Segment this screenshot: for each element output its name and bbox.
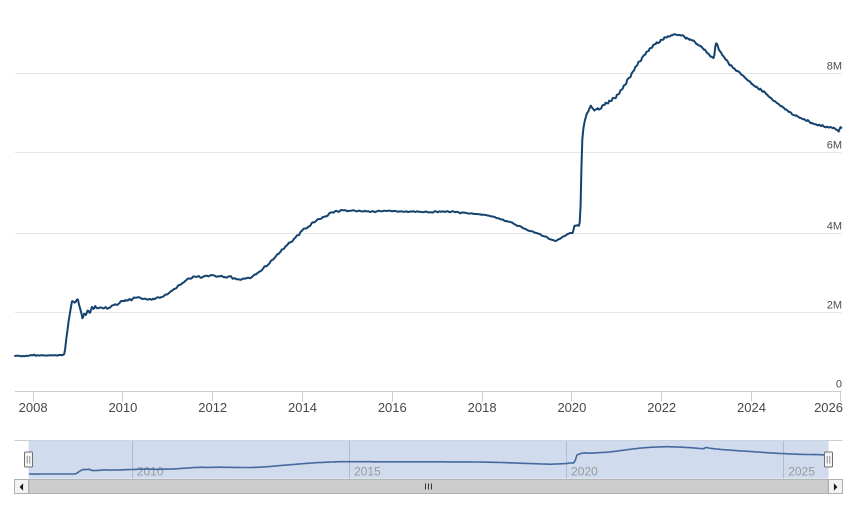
svg-text:8M: 8M bbox=[827, 61, 842, 73]
svg-text:2024: 2024 bbox=[737, 400, 766, 415]
svg-text:2015: 2015 bbox=[354, 465, 381, 479]
svg-text:2016: 2016 bbox=[378, 400, 407, 415]
svg-text:2020: 2020 bbox=[557, 400, 586, 415]
svg-text:2026: 2026 bbox=[814, 400, 843, 415]
svg-text:2012: 2012 bbox=[198, 400, 227, 415]
svg-text:2008: 2008 bbox=[19, 400, 48, 415]
svg-text:6M: 6M bbox=[827, 140, 842, 152]
svg-text:2022: 2022 bbox=[647, 400, 676, 415]
svg-text:0: 0 bbox=[836, 379, 842, 391]
svg-text:2010: 2010 bbox=[137, 465, 164, 479]
svg-text:2025: 2025 bbox=[788, 465, 815, 479]
svg-text:2018: 2018 bbox=[468, 400, 497, 415]
svg-text:2020: 2020 bbox=[571, 465, 598, 479]
svg-text:2M: 2M bbox=[827, 300, 842, 312]
svg-text:2014: 2014 bbox=[288, 400, 317, 415]
svg-text:4M: 4M bbox=[827, 221, 842, 233]
svg-text:2010: 2010 bbox=[108, 400, 137, 415]
